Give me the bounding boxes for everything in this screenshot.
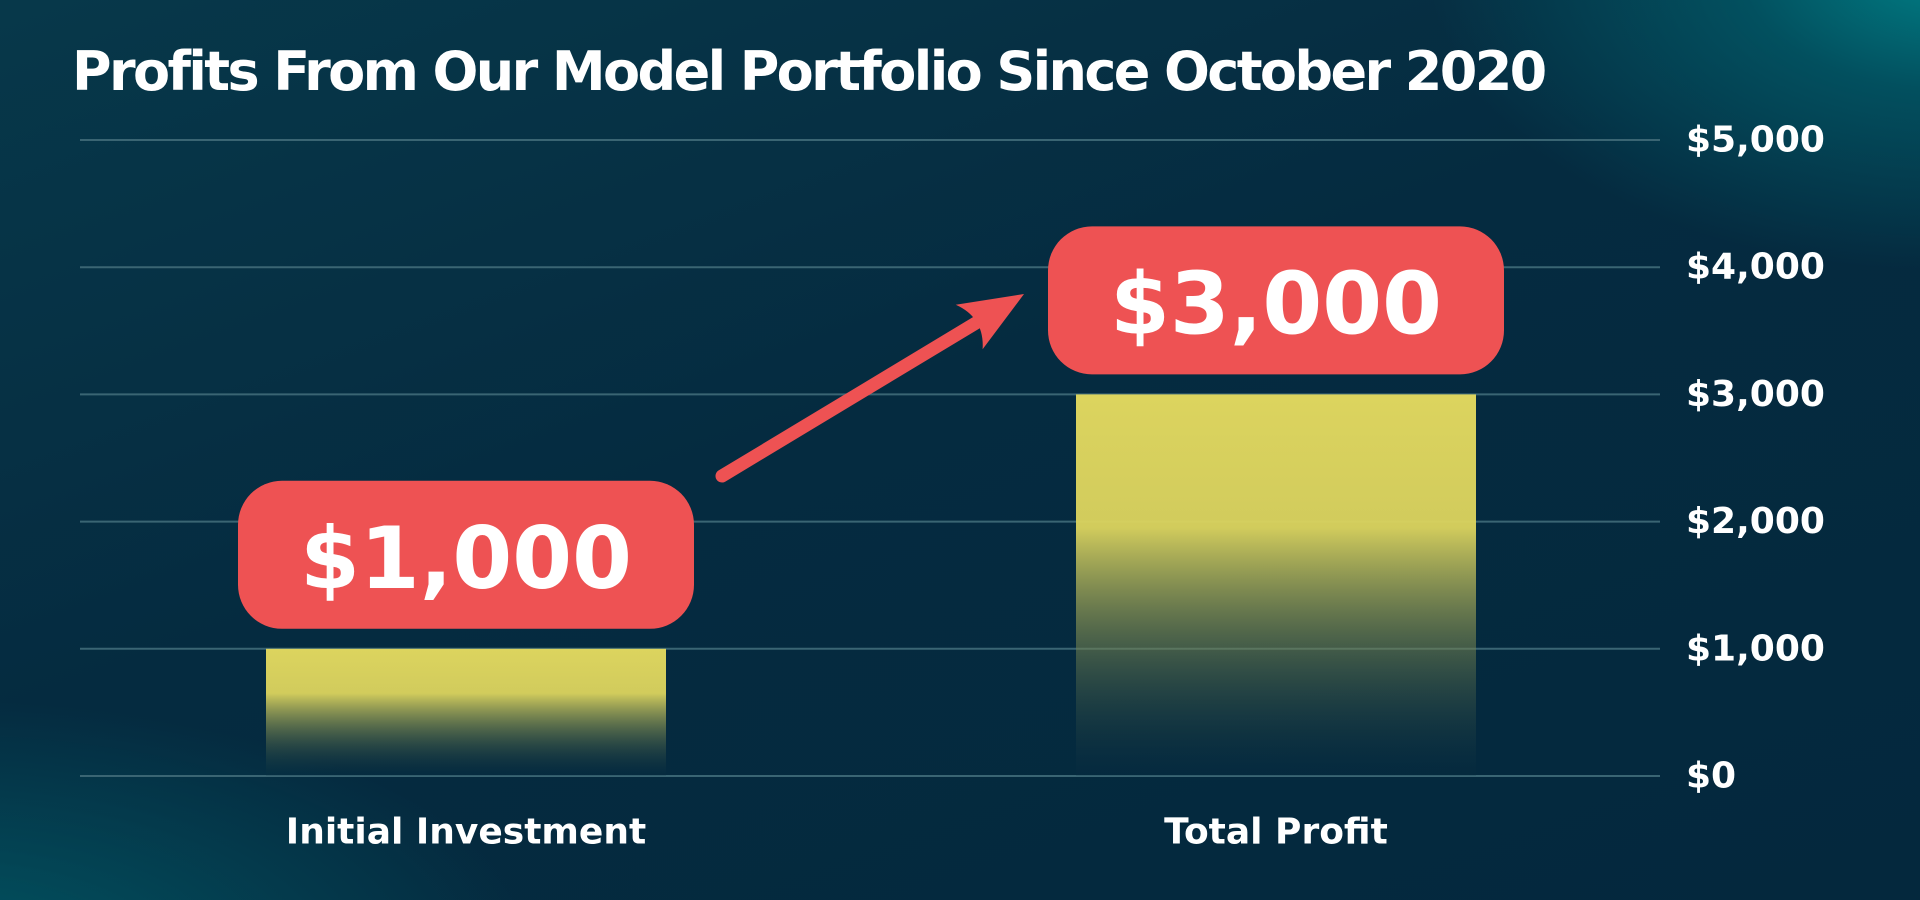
chart-title: Profits From Our Model Portfolio Since O…: [72, 40, 1547, 103]
y-axis-tick-labels: $0 $1,000 $2,000 $3,000 $4,000 $5,000: [1686, 120, 1825, 797]
value-label-pill: [1048, 226, 1504, 375]
arrow-shaft: [715, 315, 985, 483]
growth-arrow: [715, 294, 1024, 483]
value-label-pill: [238, 480, 694, 629]
bar: [1076, 394, 1476, 776]
x-axis-category-labels: Initial Investment Total Profit: [286, 812, 1388, 853]
value-label-badge: $1,000: [238, 480, 694, 629]
y-tick-label: $1,000: [1686, 628, 1825, 669]
value-label: $3,000: [1110, 254, 1442, 354]
arrow-head-icon: [955, 294, 1024, 350]
y-tick-label: $4,000: [1686, 247, 1825, 288]
bar: [266, 648, 666, 776]
value-label-badge: $3,000: [1048, 226, 1504, 375]
y-tick-label: $2,000: [1686, 501, 1825, 542]
bars: [266, 394, 1476, 776]
y-tick-label: $5,000: [1686, 120, 1825, 161]
y-tick-label: $0: [1686, 756, 1736, 797]
value-label: $1,000: [300, 509, 632, 609]
x-category-label: Initial Investment: [286, 812, 646, 853]
y-tick-label: $3,000: [1686, 374, 1825, 415]
x-category-label: Total Profit: [1164, 812, 1388, 853]
value-labels: $1,000 $3,000: [238, 226, 1504, 629]
